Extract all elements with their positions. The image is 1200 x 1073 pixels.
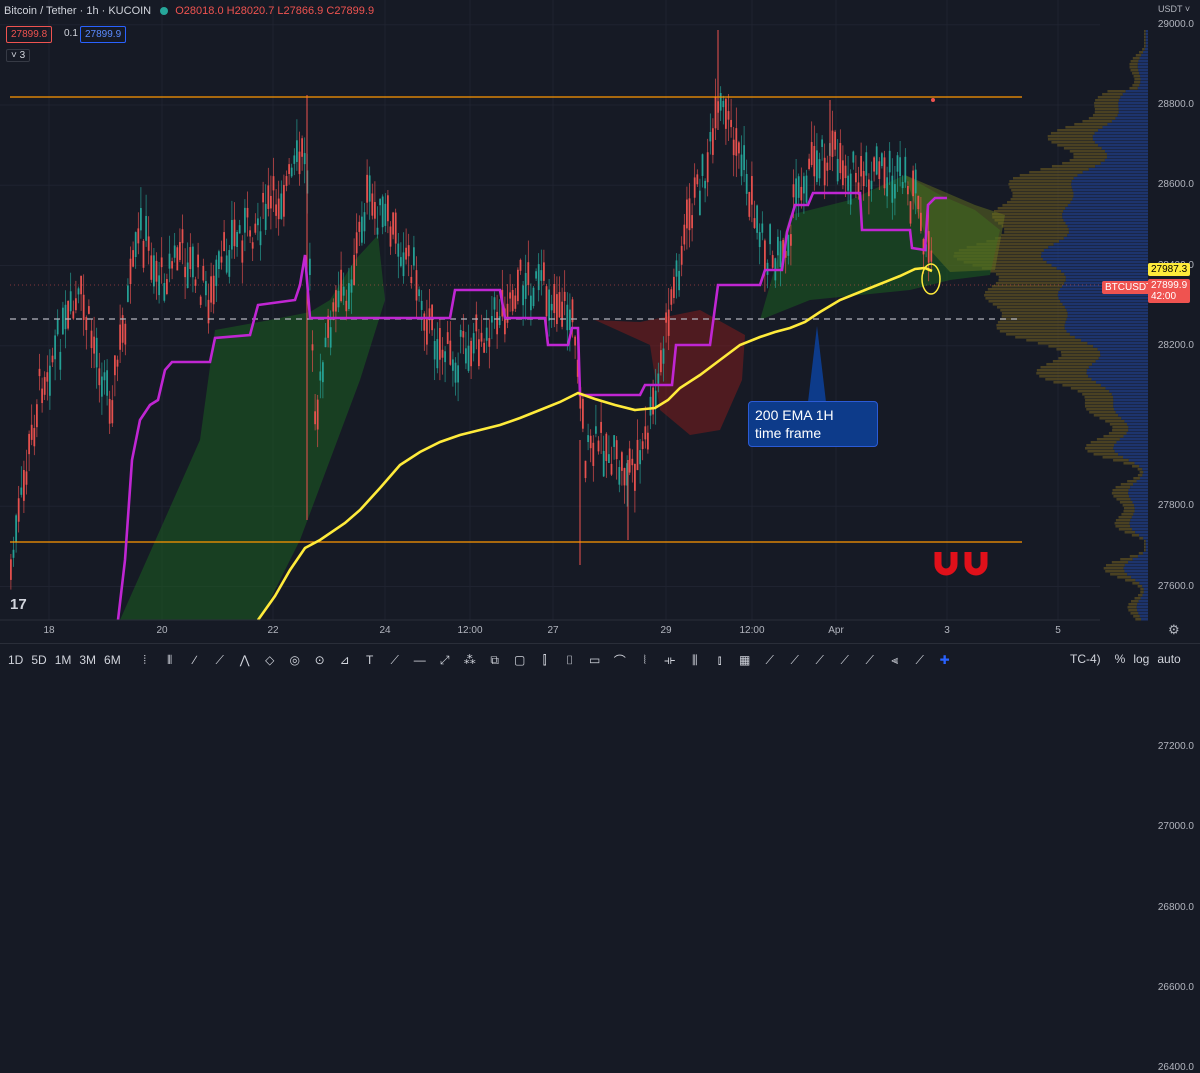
brand-logo: [934, 552, 988, 576]
long-position-icon[interactable]: ⫼: [691, 652, 698, 667]
symbol-title[interactable]: Bitcoin / Tether · 1h · KUCOIN: [4, 5, 152, 17]
price-tick: 27000.0: [1157, 821, 1194, 833]
trend-icon[interactable]: ⟋: [765, 652, 774, 667]
annotation-line-2: time frame: [755, 425, 822, 441]
bar-countdown: 42:00: [1151, 291, 1177, 302]
ema-annotation-callout[interactable]: 200 EMA 1H time frame: [748, 401, 878, 447]
price-tick: 26600.0: [1157, 981, 1194, 993]
ema-200-line: [256, 266, 933, 621]
highlight-circle: [921, 263, 941, 295]
price-tick: 26400.0: [1157, 1062, 1194, 1073]
currency-selector[interactable]: USDT ˅: [1158, 4, 1191, 14]
time-tick: 12:00: [739, 625, 765, 636]
market-status-icon: [160, 7, 169, 16]
last-price-value: 27899.9: [1151, 280, 1188, 291]
buy-button[interactable]: 27899.9: [80, 26, 127, 43]
price-range-icon[interactable]: ⦚: [643, 652, 646, 667]
price-tick: 28600.0: [1157, 179, 1194, 191]
pitchfork-icon[interactable]: ⟋: [790, 652, 799, 667]
time-tick: 18: [43, 625, 55, 636]
price-tick: 26800.0: [1157, 901, 1194, 913]
ohlc-open: O28018.0: [175, 5, 224, 17]
timeframe-3m[interactable]: 3M: [79, 653, 97, 667]
timezone-selector[interactable]: TC-4): [1070, 652, 1101, 666]
time-tick: 24: [379, 625, 391, 636]
percent-toggle[interactable]: %: [1114, 652, 1126, 666]
price-tick: 28200.0: [1157, 339, 1194, 351]
ohlc-high: H28020.7: [226, 5, 275, 17]
red-marker: [931, 98, 935, 102]
bars-icon[interactable]: ⌷: [566, 652, 574, 667]
symbol-header[interactable]: Bitcoin / Tether · 1h · KUCOIN O28018.0 …: [4, 5, 374, 17]
annotation-line-1: 200 EMA 1H: [755, 407, 834, 423]
ray-icon[interactable]: ⤢: [439, 652, 450, 667]
drawing-tools: ⦙ ⫴ ∕ ⟋ ⋀ ◇ ◎ ⊙ ⊿ T ⟋ — ⤢ ⁂ ⧉ ▢ ⫿ ⌷ ▭ ⌒ ⦚ ⟛ ⫼ ⫾ ▦ ⟋ ⟋ ⟋ ⟋ ⟋ ⫷ ⟋ ✚: [131, 649, 956, 671]
chart-options: TC-4) % log auto: [1070, 643, 1181, 675]
time-tick: Apr: [828, 625, 844, 636]
spread-value: 0.1: [64, 28, 78, 39]
forecast-icon[interactable]: ⟋: [915, 652, 924, 667]
kijun-line: [116, 191, 947, 621]
symbol-price-label: BTCUSDT: [1102, 281, 1156, 294]
wave-icon[interactable]: ⟋: [865, 652, 874, 667]
candlesticks: [10, 30, 933, 590]
text-icon[interactable]: T: [366, 653, 374, 667]
rectangle-icon[interactable]: ⧉: [490, 652, 499, 667]
ichimoku-cloud: [120, 175, 1005, 620]
price-tick: 29000.0: [1157, 18, 1194, 30]
volume-profile: [953, 30, 1148, 621]
arc-icon[interactable]: ⌒: [613, 653, 626, 668]
price-tick: 27600.0: [1157, 580, 1194, 592]
time-tick: 20: [156, 625, 168, 636]
settings-gear-icon[interactable]: ⚙: [1168, 622, 1180, 637]
diamond-icon[interactable]: ◇: [265, 653, 275, 667]
annotation-arrow: [808, 326, 826, 402]
angle-icon[interactable]: ⊿: [339, 653, 350, 667]
timeframe-6m[interactable]: 6M: [104, 653, 121, 667]
short-position-icon[interactable]: ⫾: [717, 652, 722, 667]
sell-button[interactable]: 27899.8: [6, 26, 53, 43]
last-price-label: 27899.9 42:00: [1148, 279, 1191, 303]
ellipse-icon[interactable]: ◎: [289, 653, 300, 667]
ema-price-label: 27987.3: [1148, 263, 1191, 276]
time-tick: 22: [267, 625, 279, 636]
circle-icon[interactable]: ⊙: [314, 653, 325, 667]
indicators-toggle[interactable]: ˅ 3: [6, 49, 31, 62]
path-icon[interactable]: ⟋: [390, 652, 399, 667]
time-tick: 3: [944, 625, 950, 636]
time-tick: 27: [547, 625, 559, 636]
note-icon[interactable]: ▭: [589, 653, 601, 667]
price-chart[interactable]: [0, 0, 1200, 675]
pattern-icon[interactable]: ⁂: [463, 653, 476, 667]
line-icon[interactable]: ⟋: [215, 652, 224, 667]
auto-toggle[interactable]: auto: [1157, 652, 1181, 666]
triangle-icon[interactable]: ⋀: [239, 653, 250, 667]
price-tick: 27200.0: [1157, 741, 1194, 753]
cursor-icon[interactable]: ⦙: [143, 652, 147, 667]
anchored-vwap-icon[interactable]: ⫷: [891, 652, 899, 667]
log-toggle[interactable]: log: [1133, 652, 1150, 666]
ohlc-low: L27866.9: [277, 5, 324, 17]
price-tick: 28800.0: [1157, 99, 1194, 110]
projection-icon[interactable]: ⟛: [664, 652, 676, 667]
fan-icon[interactable]: ⟋: [815, 652, 824, 667]
time-tick: 5: [1055, 625, 1061, 636]
horizontal-line-icon[interactable]: —: [413, 653, 426, 667]
timeframe-5d[interactable]: 5D: [31, 653, 47, 667]
price-tick: 27800.0: [1157, 500, 1194, 512]
candles-icon[interactable]: ⫴: [167, 652, 173, 667]
time-tick: 12:00: [457, 625, 483, 636]
timeframe-1m[interactable]: 1M: [54, 653, 72, 667]
fib-icon[interactable]: ⫿: [542, 652, 547, 667]
square-icon[interactable]: ▢: [514, 653, 526, 667]
crosshair-icon[interactable]: ✚: [939, 653, 950, 667]
tradingview-logo[interactable]: 17: [10, 596, 27, 613]
ohlc-close: C27899.9: [326, 5, 375, 17]
volume-profile-icon[interactable]: ▦: [739, 653, 751, 667]
time-tick: 29: [660, 625, 672, 636]
bottom-toolbar: 1D 5D 1M 3M 6M ⦙ ⫴ ∕ ⟋ ⋀ ◇ ◎ ⊙ ⊿ T ⟋ — ⤢ ⁂ ⧉ ▢ ⫿ ⌷ ▭ ⌒ ⦚ ⟛ ⫼ ⫾ ▦…: [0, 643, 1200, 676]
timeframe-1d[interactable]: 1D: [8, 653, 24, 667]
gann-icon[interactable]: ⟋: [840, 652, 849, 667]
brush-icon[interactable]: ∕: [193, 653, 196, 667]
